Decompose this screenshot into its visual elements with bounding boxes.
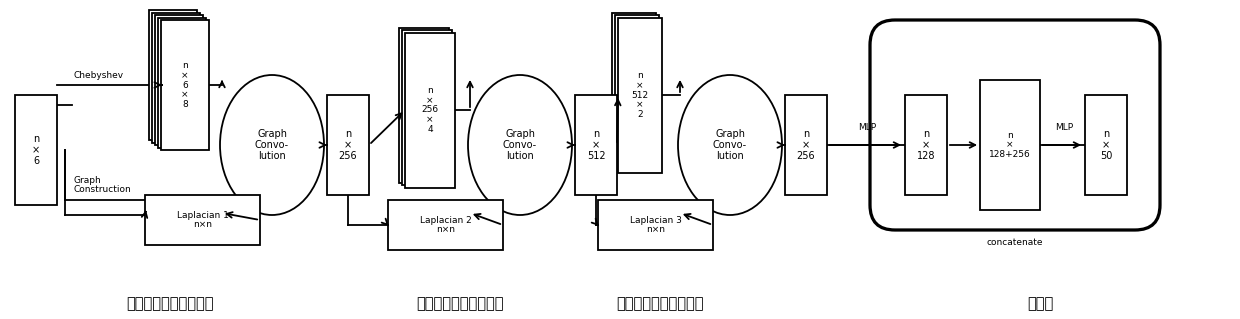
- Bar: [618, 18, 662, 173]
- Text: Graph
Construction: Graph Construction: [73, 176, 130, 194]
- Bar: [613, 13, 656, 168]
- Bar: [149, 11, 197, 140]
- Bar: [161, 20, 210, 150]
- Bar: [153, 13, 200, 143]
- Text: n
×
256: n × 256: [796, 129, 816, 161]
- Text: Laplacian 2
n×n: Laplacian 2 n×n: [419, 216, 471, 234]
- Bar: [598, 200, 713, 250]
- Text: n
×
256
×
4: n × 256 × 4: [422, 86, 439, 134]
- FancyBboxPatch shape: [870, 20, 1159, 230]
- Text: n
×
256: n × 256: [339, 129, 357, 161]
- Text: MLP: MLP: [1055, 123, 1073, 132]
- Text: concatenate: concatenate: [987, 238, 1043, 247]
- Bar: [615, 15, 658, 170]
- Ellipse shape: [467, 75, 572, 215]
- Text: Chebyshev: Chebyshev: [73, 70, 123, 79]
- Ellipse shape: [219, 75, 324, 215]
- Text: Graph
Convo-
lution: Graph Convo- lution: [255, 129, 289, 161]
- Text: Graph
Convo-
lution: Graph Convo- lution: [713, 129, 746, 161]
- Text: n
×
128: n × 128: [916, 129, 935, 161]
- Bar: [388, 200, 503, 250]
- Bar: [15, 95, 57, 205]
- Text: 第一图卷积特征学习层: 第一图卷积特征学习层: [126, 296, 213, 311]
- Text: Laplacian 3
n×n: Laplacian 3 n×n: [630, 216, 682, 234]
- Text: 分割层: 分割层: [1027, 296, 1053, 311]
- Text: n
×
6
×
8: n × 6 × 8: [181, 61, 188, 109]
- Bar: [980, 80, 1040, 210]
- Text: 第三图卷积特征学习层: 第三图卷积特征学习层: [616, 296, 704, 311]
- Bar: [399, 28, 449, 183]
- Text: Laplacian 1
n×n: Laplacian 1 n×n: [176, 211, 228, 229]
- Bar: [145, 195, 260, 245]
- Ellipse shape: [678, 75, 782, 215]
- Bar: [1085, 95, 1127, 195]
- Text: Graph
Convo-
lution: Graph Convo- lution: [503, 129, 537, 161]
- Text: n
×
128+256: n × 128+256: [990, 131, 1030, 159]
- Bar: [905, 95, 947, 195]
- Text: n
×
6: n × 6: [32, 134, 40, 166]
- Bar: [327, 95, 370, 195]
- Bar: [402, 30, 453, 185]
- Bar: [785, 95, 827, 195]
- Bar: [155, 15, 203, 145]
- Bar: [157, 18, 206, 148]
- Text: n
×
512: n × 512: [587, 129, 605, 161]
- Bar: [405, 33, 455, 188]
- Bar: [575, 95, 618, 195]
- Text: n
×
50: n × 50: [1100, 129, 1112, 161]
- Text: n
×
512
×
2: n × 512 × 2: [631, 71, 649, 119]
- Text: MLP: MLP: [858, 123, 877, 132]
- Text: 第二图卷积特征学习层: 第二图卷积特征学习层: [417, 296, 503, 311]
